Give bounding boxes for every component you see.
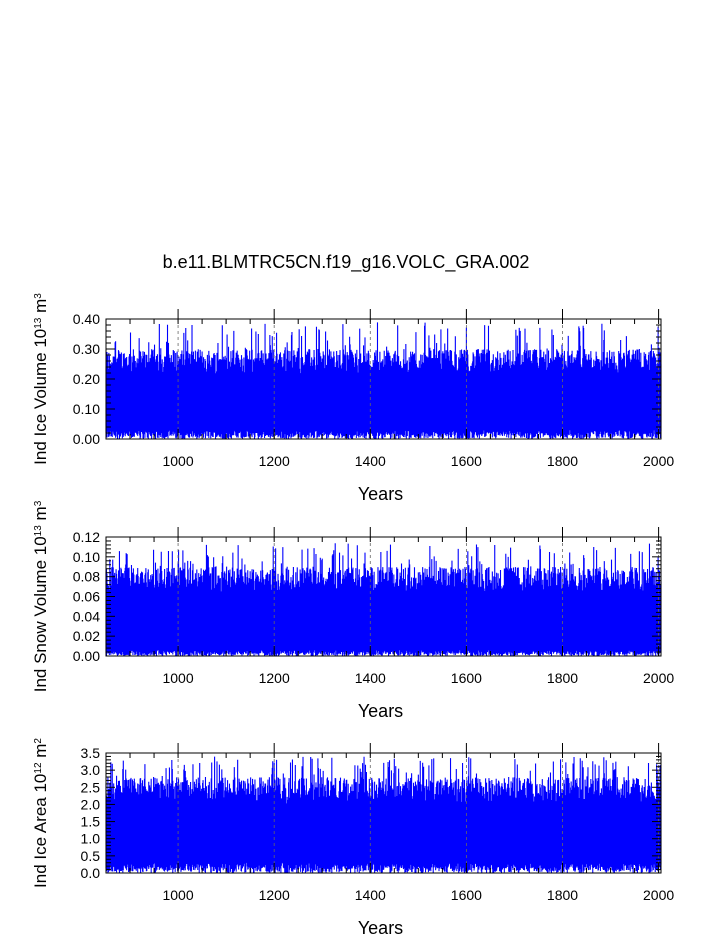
series-line: [105, 543, 662, 656]
x-tick-label: 1000: [162, 670, 193, 686]
y-tick-label: 3.0: [81, 762, 101, 778]
x-tick-label: 1600: [451, 670, 482, 686]
y-tick-label: 0.12: [73, 529, 100, 545]
x-tick-label: 1400: [355, 887, 386, 903]
x-tick-label: 1800: [547, 453, 578, 469]
y-label-text: Ind Snow Volume 10: [31, 536, 50, 692]
plot-panels: 1000 1200 1400 1600 1800 2000 0.00 0.10 0.20 0.30…: [31, 293, 674, 938]
y-tick-label: 0.10: [73, 401, 100, 417]
y-tick-label: 0.00: [73, 431, 100, 447]
y-label-text: m: [31, 744, 50, 763]
y-tick-label: 0.30: [73, 341, 100, 357]
y-label-superscript: 12: [33, 762, 44, 774]
x-tick-label: 2000: [643, 453, 674, 469]
panel-1: 1000 1200 1400 1600 1800 2000 0.00 0.10 0.20 0.30…: [31, 293, 674, 504]
panel-2: 1000 1200 1400 1600 1800 2000 0.00 0.02 0.04 0.06…: [31, 500, 674, 721]
x-axis-label: Years: [358, 918, 403, 935]
plot-frame: [105, 752, 662, 874]
y-label-text: m: [31, 299, 50, 318]
x-tick-label: 1800: [547, 887, 578, 903]
y-axis-label: Ind Snow Volume 1013 m3: [31, 500, 50, 692]
x-tick-label: 2000: [643, 887, 674, 903]
x-tick-label: 1800: [547, 670, 578, 686]
x-tick-label: 1600: [451, 887, 482, 903]
x-tick-label: 1200: [259, 453, 290, 469]
y-tick-label: 2.0: [81, 796, 101, 812]
y-label-text: m: [31, 506, 50, 525]
y-tick-label: 0.00: [73, 648, 100, 664]
x-tick-label: 1000: [162, 453, 193, 469]
y-label-text: Ind Ice Area 10: [31, 774, 50, 888]
y-tick-label: 0.08: [73, 569, 100, 585]
y-label-text: Ind Ice Volume 10: [31, 329, 50, 465]
y-label-superscript: 3: [33, 500, 44, 506]
y-label-superscript: 13: [33, 525, 44, 537]
y-tick-label: 0.5: [81, 848, 101, 864]
y-tick-label: 1.5: [81, 814, 101, 830]
y-tick-label: 1.0: [81, 831, 101, 847]
x-tick-label: 1400: [355, 670, 386, 686]
y-label-superscript: 2: [33, 738, 44, 744]
x-tick-label: 1400: [355, 453, 386, 469]
y-tick-label: 0.20: [73, 371, 100, 387]
series-line: [105, 322, 662, 439]
y-tick-label: 0.40: [73, 311, 100, 327]
y-axis-label: Ind Ice Volume 1013 m3: [31, 293, 50, 465]
y-label-superscript: 3: [33, 293, 44, 299]
y-tick-label: 3.5: [81, 745, 101, 761]
x-axis-label: Years: [358, 701, 403, 721]
y-tick-label: 0.04: [73, 608, 100, 624]
series-line: [105, 756, 662, 873]
y-tick-label: 0.02: [73, 628, 100, 644]
y-tick-label: 0.06: [73, 589, 100, 605]
x-tick-label: 1000: [162, 887, 193, 903]
y-label-superscript: 13: [33, 317, 44, 329]
x-tick-label: 2000: [643, 670, 674, 686]
y-tick-label: 0.0: [81, 865, 101, 881]
x-tick-label: 1600: [451, 453, 482, 469]
y-tick-label: 0.10: [73, 549, 100, 565]
x-tick-label: 1200: [259, 887, 290, 903]
x-axis-label: Years: [358, 484, 403, 504]
y-tick-label: 2.5: [81, 779, 101, 795]
x-tick-label: 1200: [259, 670, 290, 686]
figure-title: b.e11.BLMTRC5CN.f19_g16.VOLC_GRA.002: [163, 252, 530, 273]
panel-3: 1000 1200 1400 1600 1800 20000.00.51.01.52.02…: [31, 738, 674, 938]
y-axis-label: Ind Ice Area 1012 m2: [31, 738, 50, 888]
